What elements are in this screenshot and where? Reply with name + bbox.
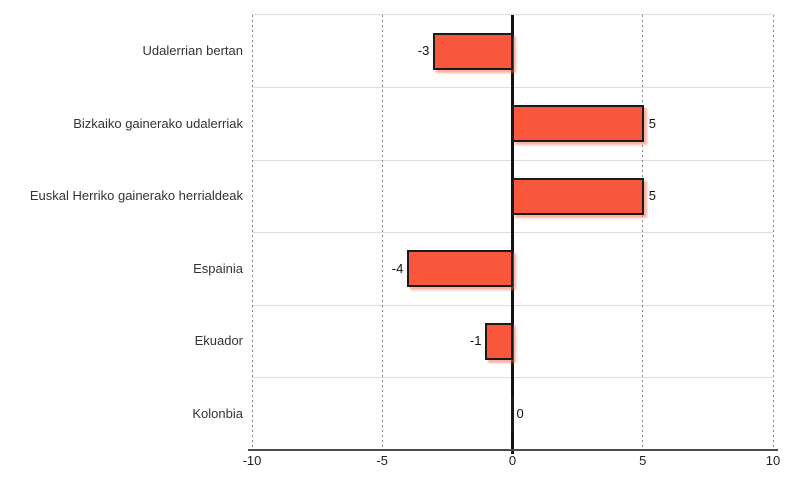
bar-zero-6 <box>511 395 514 433</box>
bar-3 <box>511 177 644 215</box>
category-label: Euskal Herriko gainerako herrialdeak <box>29 188 243 204</box>
value-label: -3 <box>417 43 430 59</box>
value-label: 5 <box>648 188 656 204</box>
plot-top-border <box>252 14 773 15</box>
gridline-x-5 <box>381 15 383 449</box>
category-label: Bizkaiko gainerako udalerriak <box>73 115 243 131</box>
bar-1 <box>433 32 514 70</box>
gridline-x-10 <box>251 15 253 449</box>
gridline-x5 <box>642 15 644 449</box>
zero-axis-line <box>511 15 514 454</box>
x-tick-label: -5 <box>376 453 389 468</box>
bar-2 <box>511 105 644 143</box>
bar-5 <box>485 322 514 360</box>
x-tick-label: -10 <box>242 453 262 468</box>
category-label: Espainia <box>193 260 243 276</box>
bar-4 <box>407 250 514 288</box>
category-label: Kolonbia <box>192 405 243 421</box>
value-label: -4 <box>391 260 404 276</box>
value-label: -1 <box>469 333 482 349</box>
value-label: 0 <box>516 405 524 421</box>
value-label: 5 <box>648 115 656 131</box>
gridline-x10 <box>772 15 774 449</box>
x-tick-label: 0 <box>508 453 517 468</box>
x-tick-label: 10 <box>765 453 781 468</box>
x-axis-line <box>248 449 778 451</box>
x-tick-label: 5 <box>639 453 647 468</box>
category-label: Ekuador <box>194 333 243 349</box>
category-label: Udalerrian bertan <box>142 43 243 59</box>
